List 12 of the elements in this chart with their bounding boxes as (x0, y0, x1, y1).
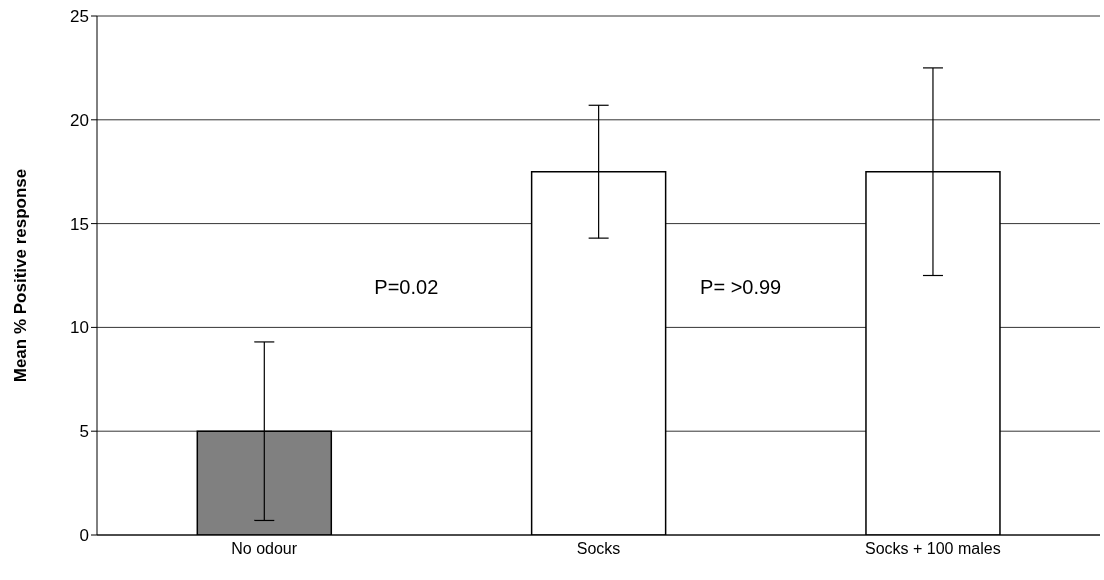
y-tick-label: 0 (79, 526, 89, 546)
x-tick-label: Socks (576, 540, 621, 558)
y-tick-label: 15 (70, 214, 89, 234)
y-tick-label: 5 (79, 422, 89, 442)
y-tick-label: 10 (70, 318, 89, 338)
y-tick-label: 25 (70, 7, 89, 27)
x-tick-label: Socks + 100 males (865, 540, 1001, 558)
annotation: P= >0.99 (699, 275, 783, 299)
x-tick-label: No odour (231, 540, 298, 558)
y-axis-title: Mean % Positive response (11, 168, 31, 383)
y-tick-label: 20 (70, 110, 89, 130)
annotation: P=0.02 (373, 275, 440, 299)
